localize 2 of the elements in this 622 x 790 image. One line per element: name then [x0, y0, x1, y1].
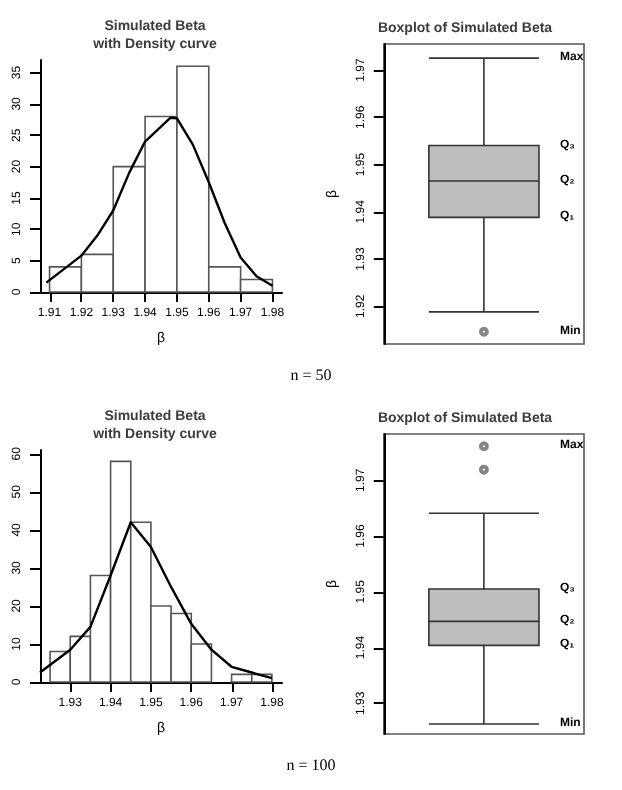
text: n = 50: [288, 364, 334, 388]
text: n = 100: [284, 754, 338, 778]
